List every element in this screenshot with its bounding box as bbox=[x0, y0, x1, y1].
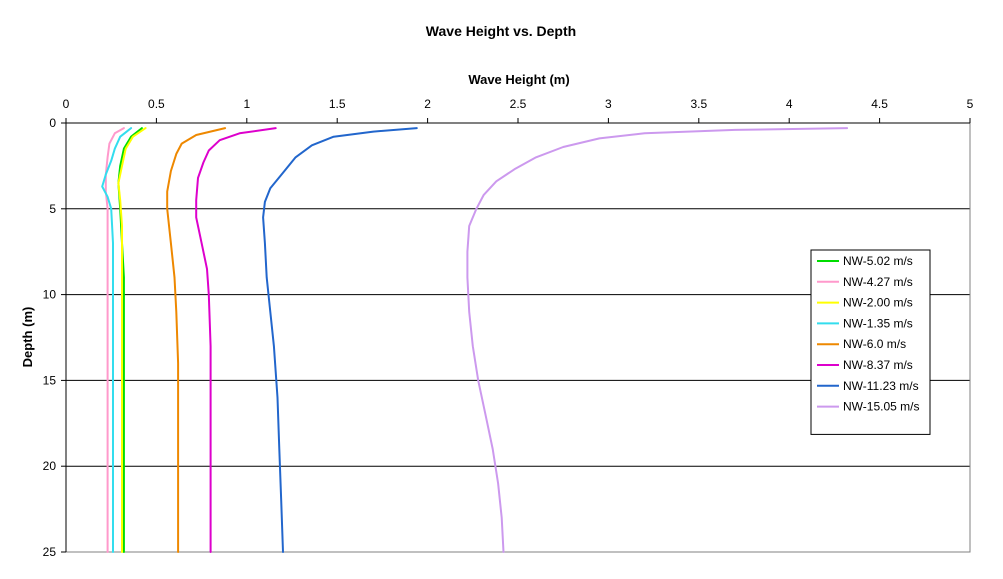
series-line-4 bbox=[166, 127, 227, 553]
series-line-5 bbox=[195, 127, 277, 553]
legend-label-4: NW-6.0 m/s bbox=[843, 337, 906, 351]
x-tick-label: 3 bbox=[605, 97, 612, 111]
y-tick-label: 20 bbox=[43, 459, 57, 473]
x-tick-label: 2.5 bbox=[510, 97, 527, 111]
legend: NW-5.02 m/s NW-4.27 m/s NW-2.00 m/s NW-1.35… bbox=[810, 249, 931, 435]
y-tick-label: 10 bbox=[43, 288, 57, 302]
legend-label-5: NW-8.37 m/s bbox=[843, 358, 913, 372]
chart-title: Wave Height vs. Depth bbox=[426, 23, 576, 39]
legend-label-2: NW-2.00 m/s bbox=[843, 296, 913, 310]
x-tick-label: 2 bbox=[424, 97, 431, 111]
x-tick-label: 3.5 bbox=[690, 97, 707, 111]
legend-label-3: NW-1.35 m/s bbox=[843, 316, 913, 330]
x-tick-label: 1 bbox=[243, 97, 250, 111]
x-tick-label: 0.5 bbox=[148, 97, 165, 111]
series-line-2 bbox=[117, 127, 147, 553]
x-axis-label: Wave Height (m) bbox=[468, 72, 569, 87]
axes: 0 5 10 15 20 25 0 0.5 1 1.5 2 2.5 3 3.5 4 4.5 5 bbox=[43, 97, 974, 559]
legend-label-6: NW-11.23 m/s bbox=[843, 379, 919, 393]
series-line-7 bbox=[466, 127, 849, 553]
series-line-6 bbox=[262, 127, 418, 553]
x-tick-label: 0 bbox=[63, 97, 70, 111]
x-tick-label: 4.5 bbox=[871, 97, 888, 111]
x-tick-label: 4 bbox=[786, 97, 793, 111]
y-tick-label: 25 bbox=[43, 545, 57, 559]
x-tick-label: 5 bbox=[967, 97, 974, 111]
y-tick-label: 5 bbox=[49, 202, 56, 216]
y-axis-label: Depth (m) bbox=[20, 307, 35, 368]
series-line-3 bbox=[101, 127, 133, 553]
legend-label-1: NW-4.27 m/s bbox=[843, 275, 913, 289]
series-line-1 bbox=[104, 127, 125, 553]
y-tick-label: 0 bbox=[49, 116, 56, 130]
series-lines bbox=[101, 127, 849, 553]
legend-box bbox=[810, 249, 931, 435]
x-tick-label: 1.5 bbox=[329, 97, 346, 111]
y-tick-label: 15 bbox=[43, 373, 57, 387]
legend-label-0: NW-5.02 m/s bbox=[843, 254, 913, 268]
legend-label-7: NW-15.05 m/s bbox=[843, 400, 919, 414]
